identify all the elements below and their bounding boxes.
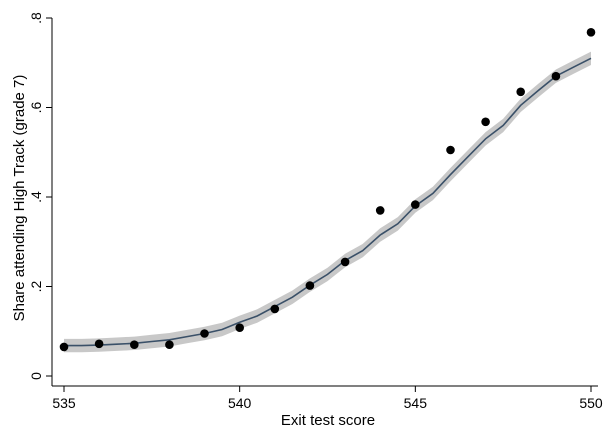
confidence-band [64,51,591,353]
data-point [200,329,209,338]
data-point [235,323,244,333]
fitted-line [64,57,592,347]
y-tick-label: .2 [28,280,44,292]
data-point [305,281,315,290]
y-tick-label: .4 [28,191,44,203]
x-tick-label: 545 [404,395,428,411]
data-point [516,87,525,97]
ticks: 535 540 545 550 0 .2 .4 .6 .8 [28,12,603,411]
data-point [586,28,596,37]
x-tick-label: 535 [52,395,76,411]
data-point [340,257,350,267]
data-point [270,304,280,314]
x-tick-label: 540 [228,395,252,411]
x-tick-label: 550 [579,395,603,411]
data-point [165,340,174,350]
y-tick-label: .6 [28,101,44,113]
axes [51,18,598,387]
data-point [551,71,561,81]
data-point [94,339,104,349]
data-point [446,145,455,155]
x-axis-label: Exit test score [281,412,375,429]
data-point [59,342,69,352]
y-axis-label: Share attending High Track (grade 7) [11,75,28,322]
confidence-band-layer [64,51,591,353]
data-point [411,200,420,209]
y-tick-label: .8 [28,12,44,24]
data-point [481,117,490,127]
y-tick-label: 0 [28,372,44,380]
scatter-points-layer [59,28,596,352]
data-point [130,340,139,350]
fitted-line-layer [64,57,592,347]
data-point [375,206,385,215]
